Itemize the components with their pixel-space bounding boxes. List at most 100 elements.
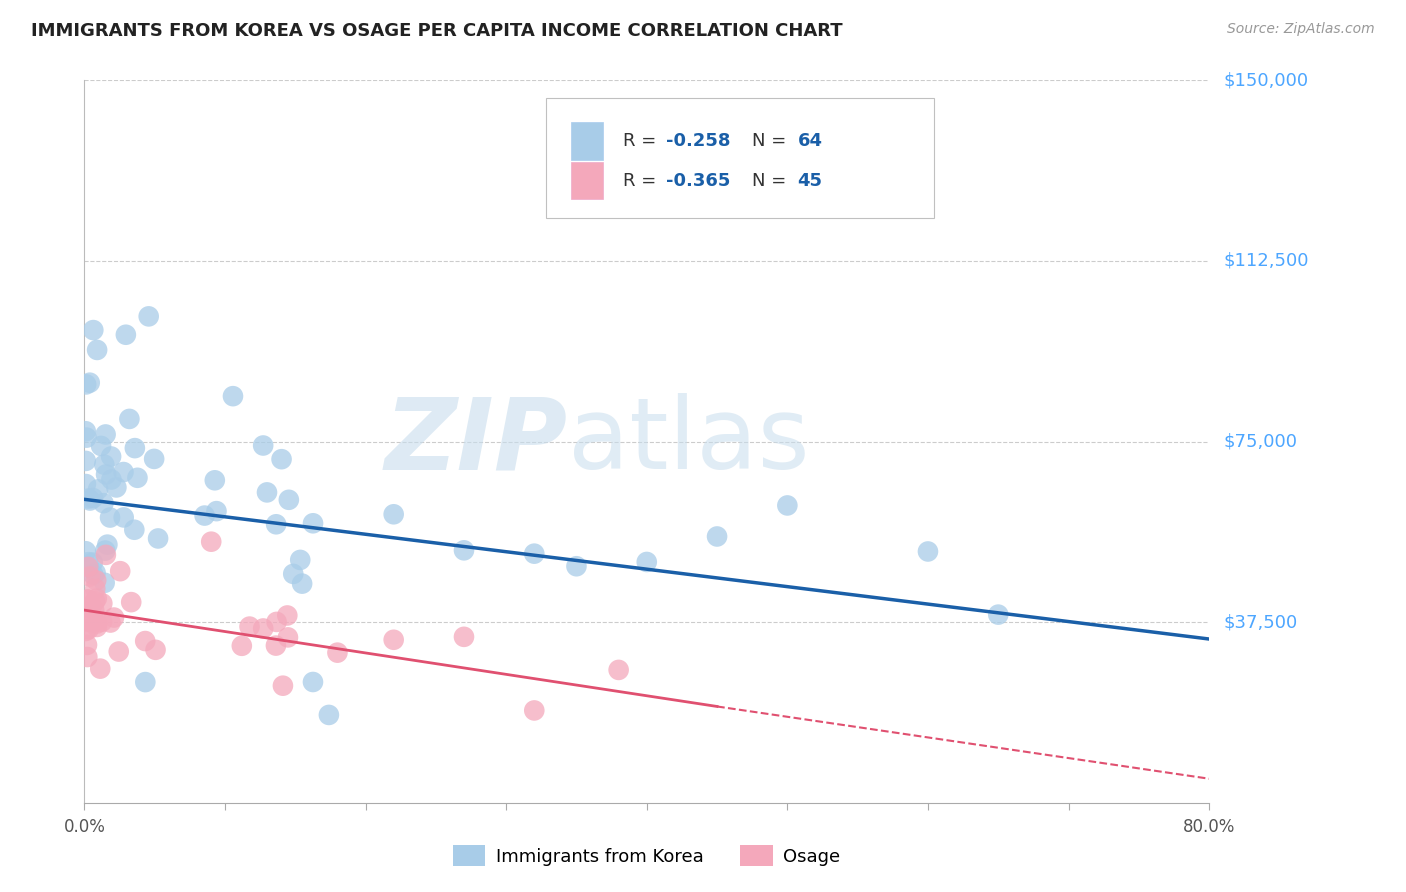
- Point: [138, 310, 160, 324]
- Text: R =: R =: [623, 132, 662, 150]
- Point: [917, 544, 939, 558]
- Point: [76, 650, 98, 665]
- FancyBboxPatch shape: [546, 98, 934, 218]
- Point: [100, 473, 122, 487]
- Point: [80, 599, 103, 614]
- Point: [523, 703, 546, 717]
- Point: [277, 631, 299, 645]
- Point: [94, 467, 117, 482]
- Point: [326, 646, 349, 660]
- Point: [82, 491, 104, 505]
- Point: [291, 576, 314, 591]
- FancyBboxPatch shape: [571, 162, 603, 200]
- Point: [112, 465, 135, 479]
- Point: [636, 555, 658, 569]
- Point: [453, 630, 475, 644]
- Text: $75,000: $75,000: [1223, 433, 1298, 450]
- Text: 64: 64: [797, 132, 823, 150]
- Point: [115, 327, 138, 342]
- Text: $112,500: $112,500: [1223, 252, 1309, 270]
- Point: [302, 675, 325, 690]
- Point: [82, 323, 104, 337]
- Point: [112, 510, 135, 524]
- Point: [264, 639, 287, 653]
- Point: [283, 566, 305, 581]
- FancyBboxPatch shape: [571, 122, 603, 160]
- Point: [105, 480, 128, 494]
- Legend: Immigrants from Korea, Osage: Immigrants from Korea, Osage: [446, 838, 848, 873]
- Point: [134, 675, 156, 690]
- Point: [238, 619, 260, 633]
- Point: [82, 556, 104, 570]
- Point: [86, 343, 108, 357]
- Point: [271, 679, 294, 693]
- Point: [706, 529, 728, 543]
- Point: [84, 582, 107, 596]
- Point: [222, 389, 245, 403]
- Point: [194, 508, 217, 523]
- Point: [143, 451, 166, 466]
- Point: [75, 624, 97, 638]
- Point: [100, 450, 122, 464]
- Point: [75, 615, 97, 629]
- Point: [90, 439, 112, 453]
- Point: [94, 543, 117, 558]
- Text: -0.365: -0.365: [666, 172, 730, 190]
- Point: [98, 510, 121, 524]
- Point: [77, 592, 100, 607]
- Point: [290, 553, 312, 567]
- Text: Source: ZipAtlas.com: Source: ZipAtlas.com: [1227, 22, 1375, 37]
- Point: [91, 596, 114, 610]
- Point: [382, 632, 405, 647]
- Point: [75, 424, 97, 438]
- Point: [77, 555, 100, 569]
- Point: [124, 523, 146, 537]
- Point: [607, 663, 630, 677]
- Point: [94, 548, 117, 562]
- Point: [75, 600, 97, 615]
- Point: [94, 427, 117, 442]
- Point: [83, 615, 105, 629]
- Point: [266, 615, 288, 629]
- Point: [200, 534, 222, 549]
- Point: [318, 707, 340, 722]
- Text: -0.258: -0.258: [666, 132, 730, 150]
- Point: [107, 644, 129, 658]
- Point: [93, 575, 115, 590]
- Point: [146, 532, 169, 546]
- Point: [91, 615, 114, 629]
- Text: IMMIGRANTS FROM KOREA VS OSAGE PER CAPITA INCOME CORRELATION CHART: IMMIGRANTS FROM KOREA VS OSAGE PER CAPIT…: [31, 22, 842, 40]
- Point: [277, 492, 299, 507]
- Text: ZIP: ZIP: [385, 393, 568, 490]
- Point: [145, 643, 167, 657]
- Point: [86, 620, 108, 634]
- Point: [252, 438, 274, 452]
- Point: [987, 607, 1010, 622]
- Point: [205, 504, 228, 518]
- Point: [103, 610, 125, 624]
- Point: [86, 616, 108, 631]
- Text: N =: N =: [752, 132, 793, 150]
- Point: [127, 471, 149, 485]
- Point: [89, 662, 111, 676]
- Point: [84, 566, 107, 580]
- Point: [83, 603, 105, 617]
- Point: [77, 560, 100, 574]
- Point: [80, 615, 103, 629]
- Point: [84, 574, 107, 588]
- Text: 45: 45: [797, 172, 823, 190]
- Point: [75, 544, 97, 558]
- Point: [231, 639, 253, 653]
- Point: [93, 496, 115, 510]
- Point: [82, 567, 104, 582]
- Point: [453, 543, 475, 558]
- Point: [256, 485, 278, 500]
- Point: [75, 454, 97, 468]
- Text: R =: R =: [623, 172, 662, 190]
- Point: [96, 538, 118, 552]
- Point: [77, 491, 100, 506]
- Point: [264, 517, 287, 532]
- Point: [276, 608, 298, 623]
- Text: atlas: atlas: [568, 393, 810, 490]
- Point: [76, 638, 98, 652]
